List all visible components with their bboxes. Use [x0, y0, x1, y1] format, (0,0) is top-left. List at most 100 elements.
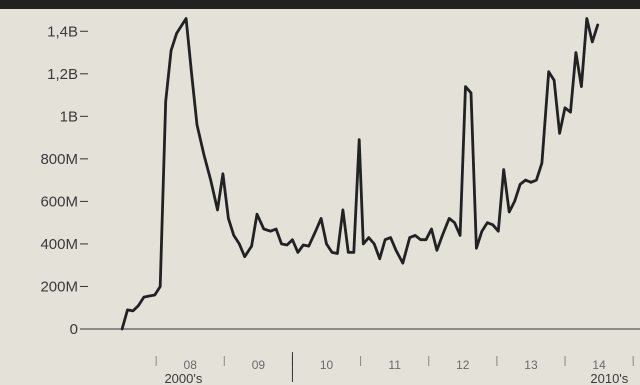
y-tick-label: 600M [40, 193, 78, 210]
data-point [286, 244, 288, 246]
y-tick-label: 1,4B [47, 23, 78, 40]
data-point [419, 238, 422, 241]
top-bar [0, 0, 640, 9]
data-point [132, 310, 134, 312]
data-point [196, 123, 198, 126]
y-tick-label: 1B [60, 108, 78, 125]
data-point [519, 183, 521, 186]
data-point [164, 100, 167, 103]
data-point [547, 70, 550, 73]
data-point [170, 49, 173, 52]
data-point [541, 162, 543, 165]
data-point [401, 262, 404, 264]
data-point [209, 179, 212, 182]
data-point [190, 72, 193, 75]
data-point [530, 181, 532, 184]
data-point [275, 228, 277, 230]
data-point [307, 245, 310, 248]
decade-label: 2000's [164, 371, 202, 385]
data-point [216, 209, 219, 211]
data-point [575, 51, 577, 54]
data-point [414, 234, 416, 237]
data-point [486, 221, 489, 224]
y-tick-label: 1,2B [47, 66, 78, 83]
data-point [148, 295, 151, 297]
data-point [238, 243, 241, 245]
data-point [475, 247, 478, 250]
data-point [243, 255, 246, 258]
data-point [153, 294, 156, 296]
data-point [126, 309, 129, 311]
data-point [497, 230, 500, 233]
data-point [513, 200, 516, 203]
y-tick-label: 400M [40, 236, 78, 253]
y-tick-label: 200M [40, 278, 78, 295]
x-tick-label: 11 [388, 358, 401, 372]
data-point [250, 245, 253, 248]
data-point [448, 217, 451, 220]
data-point [367, 236, 370, 239]
data-point [508, 211, 511, 213]
data-point [596, 24, 599, 26]
data-point [502, 168, 505, 171]
data-point [453, 221, 456, 224]
data-point [524, 179, 527, 182]
data-point [481, 230, 483, 233]
data-point [358, 138, 361, 141]
data-point [280, 243, 283, 245]
data-point [395, 249, 397, 252]
x-tick-label: 13 [524, 358, 538, 372]
data-point [314, 230, 317, 233]
data-point [291, 238, 294, 241]
y-tick-label: 800M [40, 151, 78, 168]
data-point [121, 328, 123, 330]
data-point [262, 228, 265, 230]
data-point [203, 153, 205, 156]
data-point [585, 17, 588, 20]
data-point [137, 304, 140, 307]
data-point [336, 252, 339, 255]
data-point [464, 85, 467, 88]
data-point [227, 217, 230, 220]
data-point [185, 17, 188, 20]
data-point [352, 251, 355, 254]
data-point [459, 234, 461, 237]
data-point [408, 236, 411, 239]
data-point [389, 236, 392, 239]
data-point [331, 251, 333, 254]
data-point [425, 238, 427, 241]
decade-label: 2010's [590, 371, 628, 385]
data-point [347, 251, 350, 254]
data-point [470, 92, 472, 94]
data-point [159, 285, 162, 288]
data-point [256, 213, 258, 216]
data-point [342, 209, 344, 211]
x-tick-label: 08 [184, 358, 198, 372]
data-point [297, 251, 299, 254]
x-tick-label: 14 [592, 358, 606, 372]
data-point [491, 223, 494, 226]
data-point [535, 179, 538, 182]
x-tick-label: 12 [456, 358, 470, 372]
data-point [269, 230, 272, 233]
data-point [378, 257, 381, 260]
data-point [302, 244, 305, 246]
data-point [558, 132, 561, 135]
data-point [569, 111, 572, 113]
data-point [384, 238, 386, 241]
data-point [222, 172, 224, 175]
data-point [320, 217, 322, 220]
data-point [430, 228, 433, 230]
data-point [232, 234, 235, 237]
data-point [373, 243, 376, 245]
data-point [325, 243, 328, 245]
data-point [441, 234, 444, 237]
data-point [143, 296, 145, 298]
x-tick-label: 10 [320, 358, 334, 372]
series-line [120, 17, 600, 331]
data-point [591, 41, 594, 43]
data-point [564, 106, 566, 109]
x-tick-label: 09 [252, 358, 266, 372]
